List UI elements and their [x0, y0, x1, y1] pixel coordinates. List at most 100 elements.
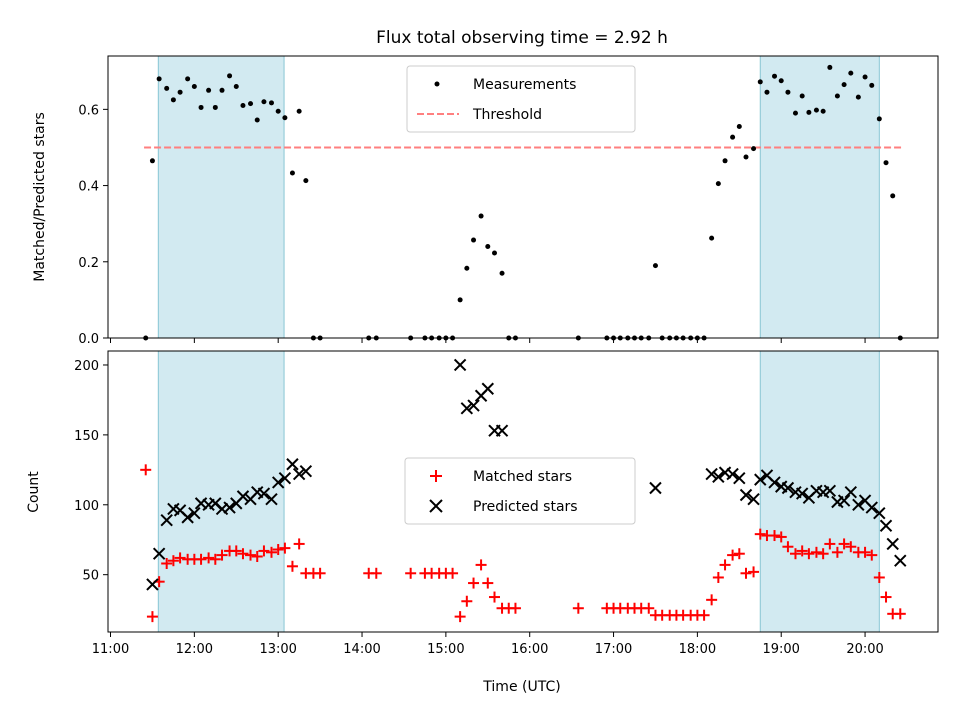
matched-stars-point [866, 549, 878, 561]
predicted-stars-point [292, 467, 306, 481]
matched-stars-point [810, 546, 822, 558]
measurement-point [198, 104, 204, 110]
matched-stars-point [468, 577, 480, 589]
measurement-point [164, 85, 170, 91]
matched-stars-point [838, 538, 850, 550]
predicted-stars-point [726, 467, 739, 481]
top-panel-frame [107, 55, 939, 339]
matched-stars-point [258, 545, 270, 557]
measurement-point [883, 160, 889, 166]
measurement-point [855, 94, 861, 100]
measurement-point [862, 74, 868, 80]
predicted-stars-point [299, 465, 313, 478]
measurement-point [743, 154, 749, 160]
measurement-point [185, 76, 191, 82]
predicted-stars-point [705, 467, 718, 481]
predicted-stars-point [747, 492, 760, 506]
predicted-stars-point [873, 506, 886, 520]
predicted-stars-point [271, 476, 285, 489]
matched-stars-point [146, 611, 158, 623]
bottom-legend-box [404, 457, 636, 525]
matched-stars-point [279, 542, 291, 554]
shaded-interval [759, 350, 880, 633]
measurement-point [478, 213, 484, 219]
predicted-stars-points [146, 358, 907, 591]
matched-stars-point [237, 548, 249, 560]
y-tick-label: 50 [82, 569, 99, 584]
top-panel-y-axis-label: Matched/Predicted stars [32, 112, 48, 282]
measurement-point [289, 170, 295, 176]
measurement-point [709, 235, 715, 241]
measurement-point [736, 124, 742, 129]
predicted-stars-point [879, 519, 893, 532]
measurement-point [764, 89, 770, 95]
matched-stars-point [796, 545, 808, 557]
predicted-stars-point [188, 506, 201, 520]
x-tick-label: 17:00 [595, 642, 632, 657]
measurement-point [149, 158, 155, 164]
matched-stars-point [454, 611, 466, 623]
predicted-stars-point [467, 399, 480, 412]
matched-stars-point [405, 567, 417, 579]
matched-stars-point [482, 577, 494, 589]
matched-stars-point [370, 567, 382, 579]
matched-stars-point [161, 557, 173, 569]
measurement-point [841, 82, 847, 88]
predicted-stars-point [495, 424, 509, 437]
predicted-stars-point [852, 498, 865, 511]
measurement-point [457, 297, 463, 303]
measurement-point [806, 109, 812, 115]
predicted-stars-point [257, 487, 271, 500]
x-tick-label: 12:00 [176, 642, 213, 657]
bottom-panel-y-axis-label: Count [26, 471, 42, 513]
matched-stars-point [894, 608, 906, 620]
measurement-point [772, 73, 778, 79]
matched-stars-point [727, 549, 739, 561]
measurement-point [156, 76, 162, 82]
measurement-point [177, 89, 183, 95]
y-tick-label: 150 [74, 429, 99, 444]
matched-stars-point [245, 549, 257, 561]
matched-stars-point [475, 559, 487, 571]
predicted-stars-point [453, 358, 467, 372]
measurement-point [212, 104, 218, 110]
matched-stars-point [873, 571, 885, 583]
measurement-point [792, 110, 798, 116]
shaded-interval [157, 55, 285, 339]
legend-predicted-marker [429, 499, 443, 513]
measurement-point [248, 101, 254, 107]
matched-stars-point [769, 530, 781, 542]
predicted-stars-point [152, 547, 166, 560]
legend-measurements-label: Measurements [473, 77, 576, 93]
matched-stars-point [748, 566, 760, 578]
matched-stars-point [706, 594, 718, 606]
predicted-stars-point [236, 490, 250, 503]
x-tick-label: 15:00 [427, 642, 464, 657]
y-tick-label: 100 [74, 499, 99, 514]
measurement-point [227, 73, 233, 79]
matched-stars-point [509, 602, 521, 614]
predicted-stars-point [733, 472, 746, 485]
x-tick-label: 11:00 [92, 642, 129, 657]
matched-stars-point [230, 545, 242, 557]
matched-stars-point [140, 464, 152, 476]
measurement-point [254, 117, 260, 123]
predicted-stars-point [712, 470, 725, 484]
measurement-point [757, 79, 763, 85]
legend-threshold-label: Threshold [472, 107, 542, 123]
x-axis-label: Time (UTC) [482, 679, 560, 695]
measurement-point [778, 78, 784, 84]
measurement-point [296, 108, 302, 114]
predicted-stars-point [223, 501, 236, 514]
legend-matched-marker [430, 470, 442, 482]
legend-matched-label: Matched stars [473, 469, 572, 485]
measurement-point [785, 89, 791, 95]
matched-stars-point [845, 541, 857, 553]
matched-stars-point [174, 552, 186, 564]
measurement-point [191, 83, 197, 89]
measurement-point [827, 64, 833, 70]
predicted-stars-point [160, 513, 173, 527]
matched-stars-point [195, 553, 207, 565]
matched-stars-point [488, 591, 500, 603]
predicted-stars-point [460, 402, 474, 415]
